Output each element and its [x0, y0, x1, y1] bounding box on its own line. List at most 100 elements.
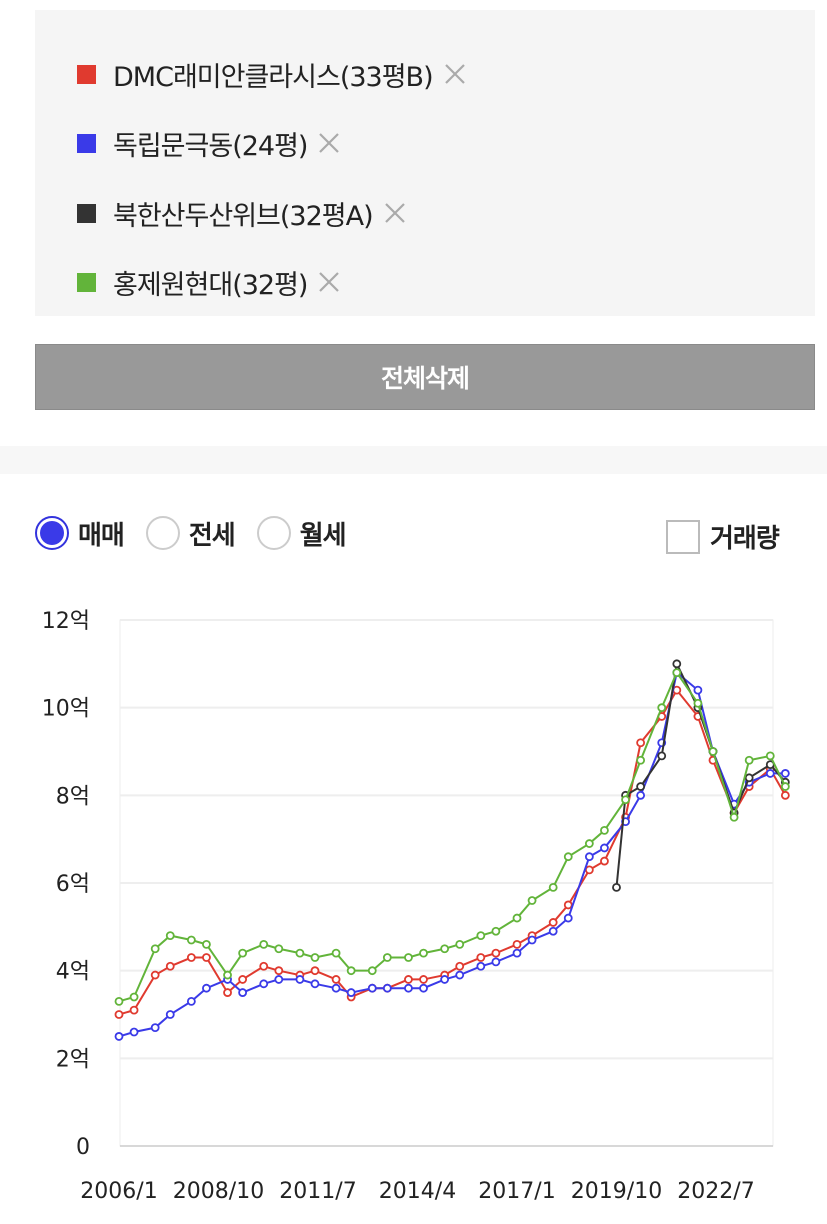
data-point — [419, 975, 428, 984]
series-color-swatch — [77, 272, 96, 292]
data-point — [440, 975, 450, 984]
data-point — [274, 966, 284, 976]
data-point — [295, 948, 305, 958]
data-point — [150, 970, 160, 980]
section-divider — [0, 446, 827, 474]
legend-label: DMC래미안클라시스(33평B) — [113, 61, 434, 93]
data-point — [744, 773, 754, 783]
data-point — [584, 839, 594, 848]
volume-toggle[interactable]: 거래량 — [666, 518, 780, 555]
data-point — [491, 926, 501, 936]
y-tick-label: 4억 — [56, 960, 90, 985]
data-point — [476, 931, 486, 941]
y-tick-label: 6억 — [56, 872, 90, 897]
x-tick-label: 2022/7 — [677, 1179, 754, 1204]
data-point — [238, 975, 248, 984]
data-point — [563, 900, 573, 910]
volume-checkbox[interactable] — [666, 519, 700, 554]
close-icon[interactable] — [315, 129, 343, 157]
data-point — [223, 970, 232, 980]
data-point — [331, 983, 341, 993]
y-tick-label: 2억 — [56, 1047, 90, 1072]
data-point — [600, 856, 609, 866]
data-point — [548, 918, 558, 927]
x-tick-label: 2008/10 — [173, 1179, 264, 1204]
data-point — [455, 939, 465, 949]
radio-sale[interactable]: 매매 — [35, 515, 125, 552]
data-point — [584, 865, 594, 875]
data-point — [382, 953, 392, 962]
data-point — [693, 698, 703, 708]
data-point — [165, 961, 175, 971]
data-point — [274, 975, 284, 984]
close-icon[interactable] — [381, 199, 409, 227]
y-tick-label: 0 — [76, 1135, 90, 1160]
data-point — [636, 738, 646, 748]
radio-jeonse[interactable]: 전세 — [145, 515, 236, 552]
data-point — [512, 939, 522, 949]
data-point — [310, 966, 320, 976]
data-point — [331, 975, 341, 984]
data-point — [202, 939, 211, 949]
data-point — [744, 755, 754, 765]
close-icon[interactable] — [315, 268, 343, 296]
price-chart: 0 2억 4억 6억 8억 10억 12억 2006/1 2008/10 2011/7 2014/4… — [0, 590, 827, 1224]
data-point — [563, 913, 573, 923]
legend-label: 독립문극동(24평) — [113, 130, 308, 162]
data-point — [548, 882, 558, 892]
data-point — [780, 769, 790, 778]
radio-monthly-rent[interactable]: 월세 — [256, 515, 347, 552]
data-point — [419, 983, 428, 993]
data-point — [600, 843, 609, 853]
data-point — [259, 961, 269, 971]
data-point — [259, 939, 269, 949]
data-point — [331, 948, 341, 958]
data-point — [693, 685, 703, 695]
data-point — [202, 953, 211, 962]
data-point — [548, 926, 558, 936]
radio-label: 월세 — [299, 520, 347, 551]
data-point — [223, 988, 232, 997]
x-tick-label: 2006/1 — [80, 1179, 157, 1204]
price-line-chart: 0 2억 4억 6억 8억 10억 12억 2006/1 2008/10 2011/7 2014/4… — [42, 609, 790, 1204]
price-type-radio-group: 매매 전세 월세 — [35, 508, 368, 558]
data-point — [584, 852, 594, 862]
x-tick-label: 2019/10 — [571, 1179, 662, 1204]
series-color-swatch — [77, 203, 96, 223]
data-point — [636, 782, 646, 791]
radio-label: 전세 — [188, 520, 236, 551]
radio-selected-icon[interactable] — [35, 516, 69, 550]
radio-unselected-icon[interactable] — [145, 516, 180, 550]
data-point — [165, 931, 175, 941]
data-point — [476, 961, 486, 971]
data-point — [527, 896, 537, 905]
data-point — [512, 948, 522, 958]
data-point — [129, 1027, 139, 1037]
legend-item: DMC래미안클라시스(33평B) — [77, 54, 469, 94]
data-point — [512, 913, 522, 923]
data-point — [382, 983, 392, 993]
data-point — [440, 944, 450, 954]
data-point — [563, 852, 573, 862]
close-icon[interactable] — [441, 60, 469, 88]
radio-unselected-icon[interactable] — [256, 516, 291, 550]
data-point — [729, 812, 739, 822]
data-point — [238, 988, 248, 997]
data-point — [476, 953, 486, 962]
data-point — [346, 988, 356, 997]
data-point — [367, 966, 377, 976]
data-point — [404, 983, 413, 993]
data-point — [455, 961, 465, 971]
data-point — [238, 948, 248, 958]
delete-all-button[interactable]: 전체삭제 — [35, 344, 815, 410]
data-point — [419, 948, 428, 958]
data-point — [404, 975, 413, 984]
legend-item: 북한산두산위브(32평A) — [77, 193, 409, 233]
data-point — [367, 983, 377, 993]
x-tick-label: 2014/4 — [379, 1179, 456, 1204]
data-point — [491, 948, 501, 958]
x-tick-label: 2011/7 — [279, 1179, 356, 1204]
data-point — [114, 1010, 124, 1019]
data-point — [657, 703, 667, 713]
data-point — [114, 996, 124, 1006]
